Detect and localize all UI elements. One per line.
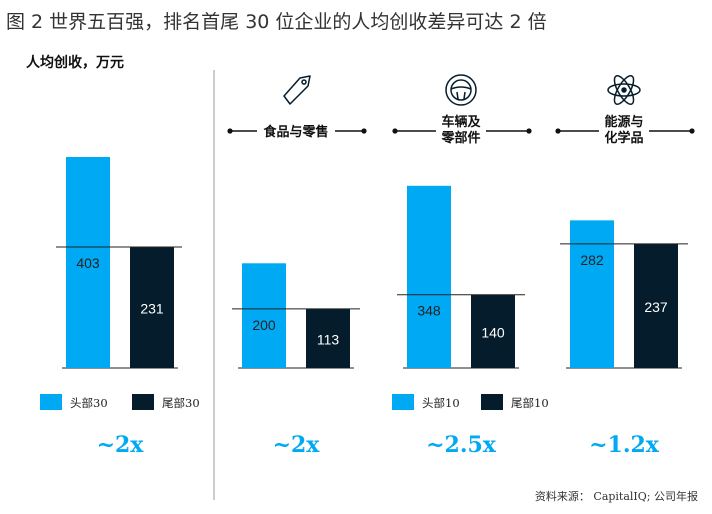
source-note: 资料来源： CapitalIQ; 公司年报 <box>534 490 698 503</box>
bar-3-head <box>407 185 451 368</box>
group-label-line-1: 能源与 <box>604 114 643 130</box>
nucleus <box>621 87 627 93</box>
tag-body <box>283 75 311 105</box>
tag-icon <box>283 75 311 105</box>
data-label-4-tail: 237 <box>644 299 668 315</box>
wheel-spokes <box>450 86 472 100</box>
legend-swatch-head <box>40 394 62 410</box>
connector-dot-right-4 <box>689 128 695 134</box>
group-label-4: 能源与化学品 <box>604 114 643 146</box>
orbit-3 <box>613 75 635 105</box>
atom-icon <box>607 75 641 105</box>
data-label-4-head: 282 <box>580 252 604 268</box>
legend-swatch-tail <box>132 394 154 410</box>
multiplier-4: ~1.2x <box>589 432 660 458</box>
tag-hole <box>301 79 307 85</box>
bar-4-tail <box>634 243 678 368</box>
group-label-line-1: 车辆及 <box>441 114 481 130</box>
connector-dot-right-2 <box>361 128 367 134</box>
data-label-2-head: 200 <box>252 317 276 333</box>
group-label-line-2: 化学品 <box>604 130 643 146</box>
wheel-inner <box>450 79 472 101</box>
data-label-3-head: 348 <box>417 303 441 319</box>
connector-dot-right-3 <box>526 128 532 134</box>
bar-1-head <box>66 157 110 368</box>
legend-label-head: 头部30 <box>70 396 108 410</box>
steering-wheel-icon <box>445 74 477 106</box>
data-label-1-tail: 231 <box>140 301 164 317</box>
group-label-3: 车辆及零部件 <box>440 114 481 146</box>
bar-1-tail <box>130 247 174 368</box>
orbit-2 <box>613 75 635 105</box>
legend-swatch-head <box>392 394 414 410</box>
legend-label-head: 头部10 <box>422 396 460 410</box>
chart-title: 图 2 世界五百强，排名首尾 30 位企业的人均创收差异可达 2 倍 <box>6 11 547 33</box>
wheel-rim <box>445 74 477 106</box>
orbit-1 <box>607 83 641 97</box>
legend-label-tail: 尾部10 <box>511 396 549 410</box>
legend-swatch-tail <box>481 394 503 410</box>
data-label-1-head: 403 <box>76 255 100 271</box>
data-label-3-tail: 140 <box>481 324 505 340</box>
bar-2-head <box>242 263 286 368</box>
multiplier-2: ~2x <box>273 432 321 458</box>
group-label-2: 食品与零售 <box>263 124 328 140</box>
multiplier-3: ~2.5x <box>426 432 497 458</box>
bar-3-tail <box>471 294 515 368</box>
legend-label-tail: 尾部30 <box>162 396 200 410</box>
y-axis-label: 人均创收，万元 <box>26 55 124 71</box>
multiplier-1: ~2x <box>97 432 145 458</box>
bar-4-head <box>570 220 614 368</box>
data-label-2-tail: 113 <box>317 331 340 347</box>
group-label-line-2: 零部件 <box>440 130 480 146</box>
bar-2-tail <box>306 308 350 368</box>
